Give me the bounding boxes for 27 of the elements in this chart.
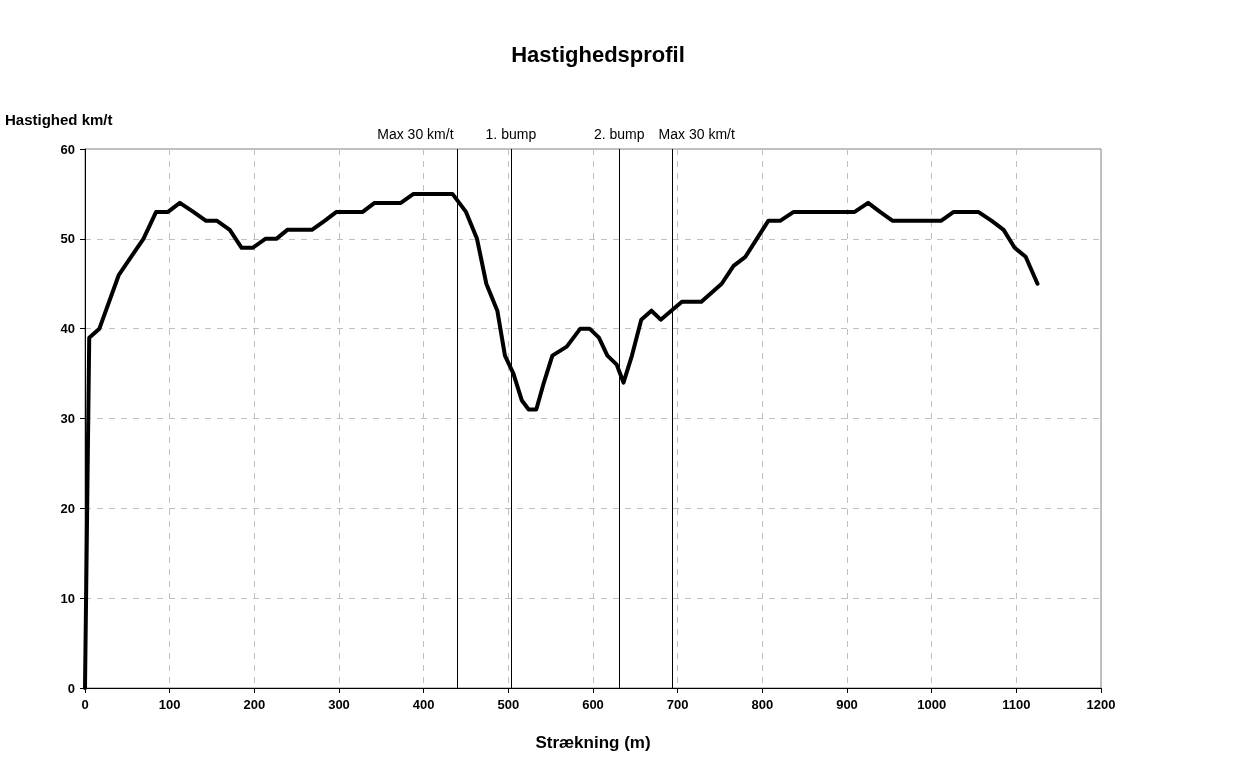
x-tick-label: 900 (836, 697, 858, 712)
x-axis-title: Strækning (m) (535, 733, 651, 752)
x-tick-label: 1100 (1002, 697, 1031, 712)
x-tick-label: 1000 (917, 697, 947, 712)
x-tick-label: 1200 (1086, 697, 1116, 712)
y-tick-label: 30 (60, 411, 75, 426)
ref-line-label: Max 30 km/t (377, 126, 454, 142)
y-tick-label: 60 (60, 141, 75, 157)
y-tick-label: 50 (60, 231, 75, 247)
x-tick-label: 700 (666, 697, 689, 712)
x-tick-label: 800 (751, 697, 774, 712)
x-tick-label: 100 (158, 697, 181, 712)
y-tick-label: 40 (60, 321, 75, 337)
ref-line-label: 2. bump (593, 126, 645, 142)
ref-line-label: Max 30 km/t (658, 126, 735, 142)
x-tick-label: 400 (412, 697, 435, 712)
chart-title: Hastighedsprofil (511, 41, 685, 67)
x-tick-label: 500 (497, 697, 520, 712)
x-tick-label: 0 (81, 697, 89, 712)
y-tick-label: 20 (60, 500, 75, 516)
x-tick-label: 200 (243, 697, 266, 712)
y-axis-title: Hastighed km/t (5, 111, 113, 128)
y-tick-label: 10 (60, 590, 75, 606)
y-tick-label: 0 (67, 680, 75, 696)
x-tick-label: 300 (328, 697, 350, 712)
x-tick-label: 600 (582, 697, 604, 712)
ref-line-label: 1. bump (485, 126, 537, 142)
